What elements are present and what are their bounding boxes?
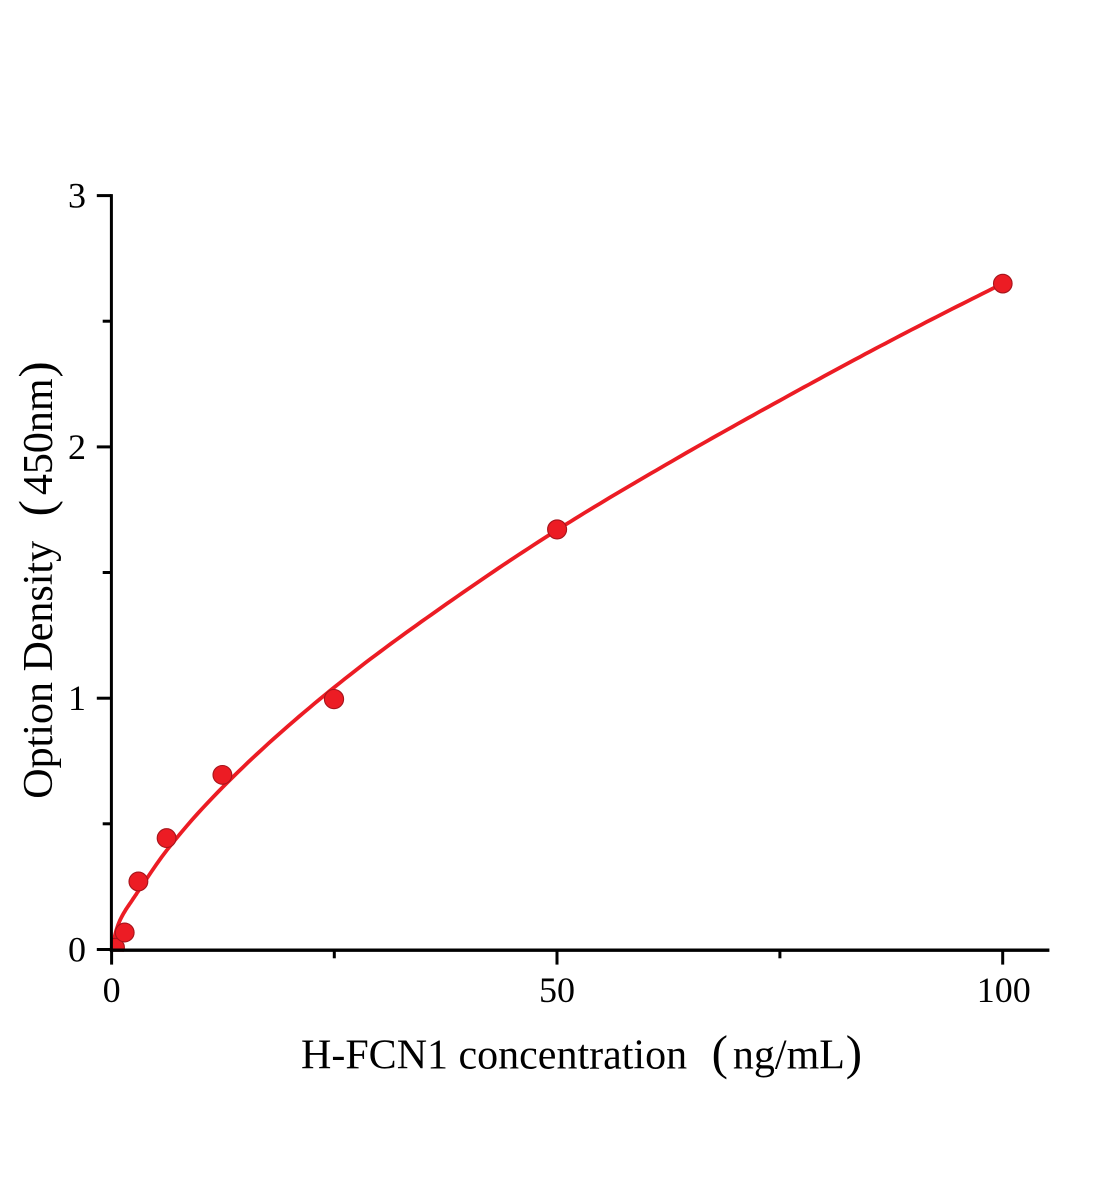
svg-text:0: 0 bbox=[68, 929, 86, 969]
svg-text:1: 1 bbox=[68, 678, 86, 718]
svg-text:50: 50 bbox=[539, 970, 575, 1010]
svg-text:2: 2 bbox=[68, 427, 86, 467]
svg-text:Option Density(450nm): Option Density(450nm) bbox=[9, 361, 64, 798]
svg-text:H-FCN1 concentration(ng/mL): H-FCN1 concentration(ng/mL) bbox=[301, 1025, 862, 1080]
svg-text:100: 100 bbox=[977, 970, 1031, 1010]
svg-text:0: 0 bbox=[103, 970, 121, 1010]
svg-text:3: 3 bbox=[68, 176, 86, 216]
